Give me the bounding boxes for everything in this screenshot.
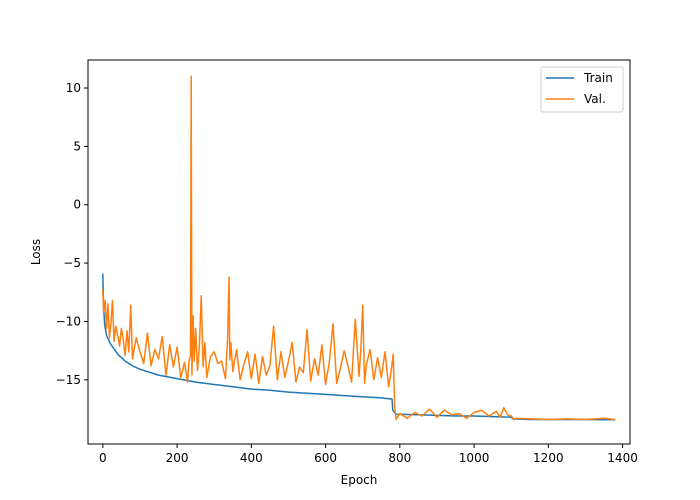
- y-tick-label: 0: [73, 198, 81, 212]
- x-tick-label: 1200: [533, 451, 564, 465]
- y-tick-label: −10: [56, 314, 81, 328]
- x-axis-label: Epoch: [341, 473, 378, 487]
- x-tick-label: 400: [240, 451, 263, 465]
- x-tick-label: 0: [99, 451, 107, 465]
- legend-label: Val.: [584, 92, 606, 106]
- plot-frame: [87, 59, 631, 445]
- x-axis-ticks: 0 200 400 600 800 1000 1200 1400: [99, 444, 638, 465]
- plot-lines: [102, 75, 616, 421]
- x-tick-label: 200: [166, 451, 189, 465]
- legend: Train Val.: [540, 66, 624, 113]
- y-tick-label: −15: [56, 373, 81, 387]
- y-axis-ticks: −15 −10 −5 0 5 10: [56, 81, 88, 387]
- x-tick-label: 600: [314, 451, 337, 465]
- y-tick-label: 5: [73, 139, 81, 153]
- x-tick-label: 800: [388, 451, 411, 465]
- x-tick-label: 1400: [607, 451, 638, 465]
- y-tick-label: 10: [66, 81, 81, 95]
- y-tick-label: −5: [63, 256, 81, 270]
- series-line-val: [102, 75, 616, 421]
- y-axis-label: Loss: [29, 239, 43, 265]
- x-tick-label: 1000: [459, 451, 490, 465]
- legend-label: Train: [583, 71, 613, 85]
